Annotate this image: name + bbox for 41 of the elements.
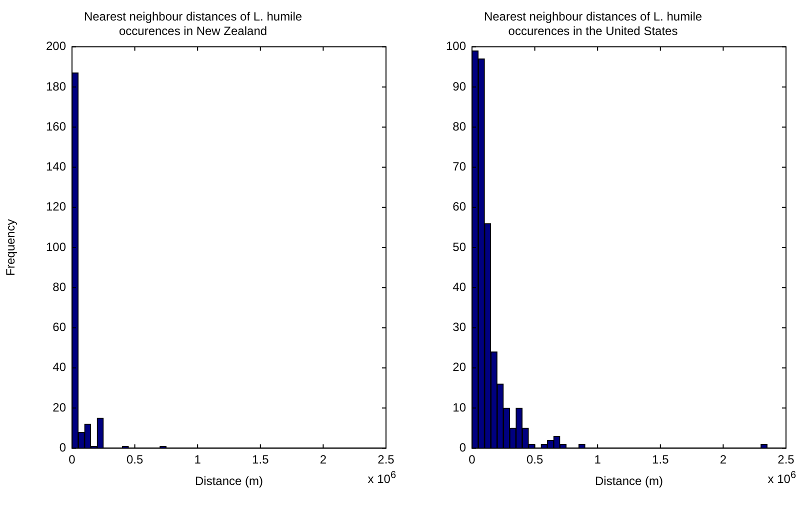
y-tick-label: 40 bbox=[452, 280, 466, 294]
y-tick-label: 80 bbox=[452, 119, 466, 134]
chart-title: Nearest neighbour distances of L. humile occurences in New Zealand bbox=[84, 10, 302, 38]
x-tick-label: 2.5 bbox=[378, 452, 395, 467]
x-tick-label: 2 bbox=[720, 452, 727, 467]
y-tick-label: 60 bbox=[52, 320, 66, 334]
y-tick-label: 10 bbox=[452, 400, 466, 414]
y-axis-title: Frequency bbox=[4, 219, 18, 276]
text: x 10$^{6}$ bbox=[368, 470, 396, 486]
y-tick-label: 0 bbox=[459, 440, 466, 455]
y-tick-label: 80 bbox=[52, 280, 66, 294]
x-tick-label: 2.5 bbox=[778, 452, 795, 467]
x-axis-title: Distance (m) bbox=[594, 474, 664, 488]
y-tick-label: 20 bbox=[452, 360, 466, 374]
y-tick-label: 0 bbox=[59, 440, 66, 455]
x-tick-label: 0.5 bbox=[526, 452, 544, 467]
x-tick-label: 1 bbox=[194, 452, 202, 467]
y-tick-label: 30 bbox=[452, 320, 466, 334]
y-tick-label: 20 bbox=[52, 400, 66, 414]
x-tick-label: 0 bbox=[468, 452, 476, 467]
y-tick-label: 140 bbox=[46, 160, 66, 174]
y-tick-label: 40 bbox=[52, 360, 66, 374]
y-tick-label: 160 bbox=[46, 119, 66, 134]
x-tick-label: 1.5 bbox=[252, 452, 270, 467]
x-tick-label: 2 bbox=[320, 452, 327, 467]
x-axis-title: Distance (m) bbox=[194, 474, 264, 488]
x-tick-label: 1.5 bbox=[652, 452, 670, 467]
y-tick-label: 50 bbox=[452, 240, 466, 254]
y-tick-label: 200 bbox=[46, 39, 66, 54]
y-tick-label: 180 bbox=[46, 79, 66, 94]
chart-title: Nearest neighbour distances of L. humile occurences in the United States bbox=[484, 10, 702, 38]
y-tick-label: 60 bbox=[452, 200, 466, 214]
x-tick-label: 1 bbox=[594, 452, 602, 467]
y-tick-label: 100 bbox=[446, 39, 466, 54]
x-tick-label: 0 bbox=[68, 452, 76, 467]
y-tick-label: 120 bbox=[46, 200, 66, 214]
y-tick-label: 100 bbox=[46, 240, 66, 254]
y-tick-label: 90 bbox=[452, 79, 466, 94]
x-tick-label: 0.5 bbox=[126, 452, 144, 467]
y-tick-label: 70 bbox=[452, 160, 466, 174]
text: x 10$^{6}$ bbox=[768, 470, 796, 486]
